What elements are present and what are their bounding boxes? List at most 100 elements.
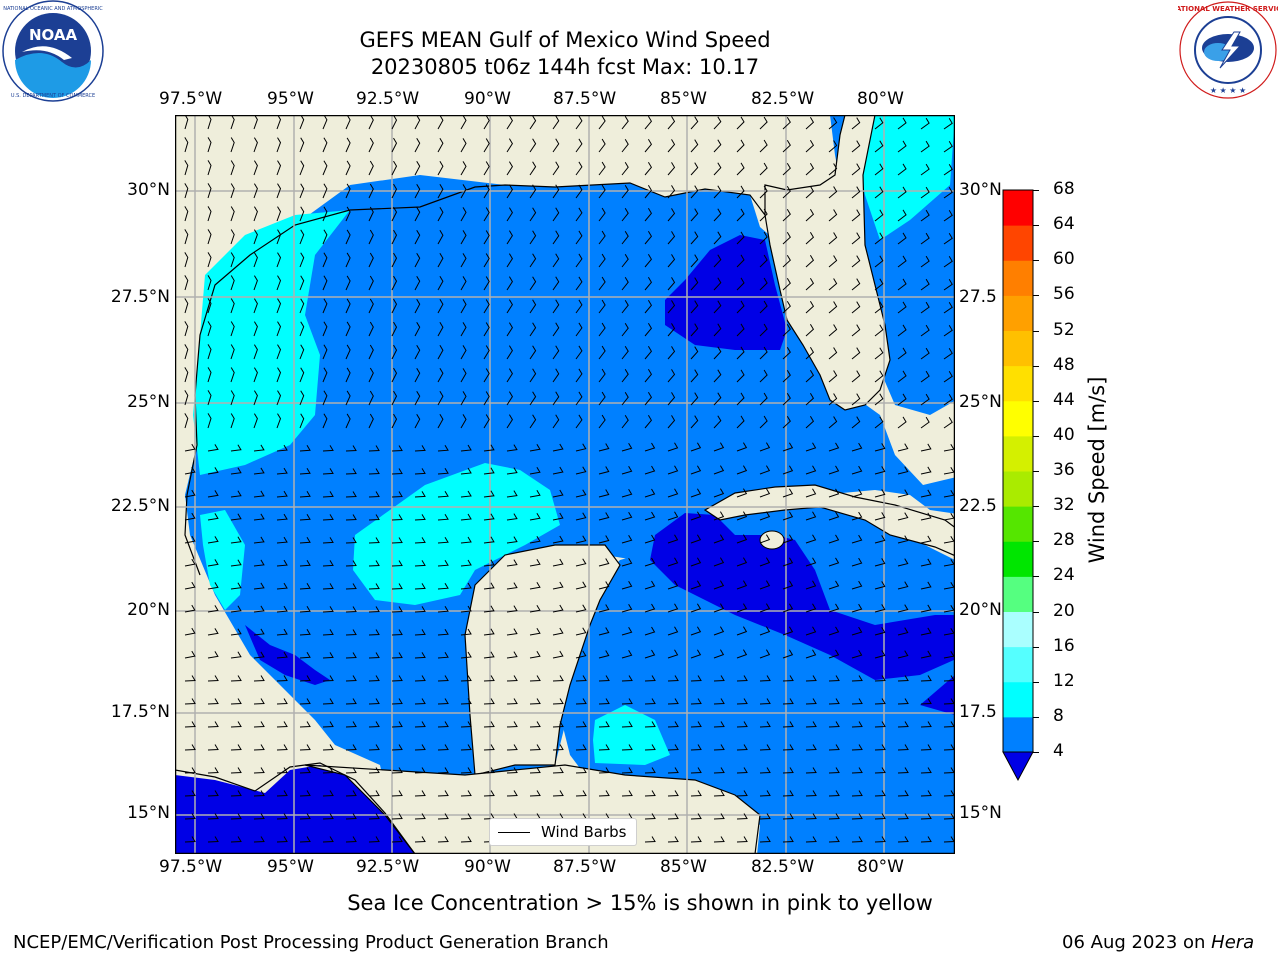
national-weather-service-logo: NATIONAL WEATHER SERVICE ★ ★ ★ ★ (1178, 1, 1278, 99)
colorbar-tick (1033, 646, 1039, 648)
wind-barb (230, 298, 235, 314)
wind-barb (414, 160, 421, 176)
wind-barb (736, 698, 748, 705)
wind-barb (253, 605, 265, 613)
wind-barb (690, 534, 702, 544)
wind-barb (667, 813, 679, 820)
wind-barb (943, 210, 953, 222)
wind-barb (598, 115, 606, 130)
wind-barb (276, 559, 288, 567)
wind-barb (230, 390, 235, 406)
wind-barb (575, 721, 587, 728)
wind-barb (253, 160, 258, 176)
wind-barb (460, 536, 472, 544)
wind-barb (253, 813, 265, 820)
wind-barb (805, 721, 817, 728)
colorbar-tick (1033, 330, 1039, 332)
wind-barb (782, 603, 794, 613)
wind-barb (575, 115, 583, 130)
wind-barb (805, 370, 815, 383)
wind-barb (828, 790, 840, 797)
wind-barb (299, 445, 311, 452)
wind-barb (805, 324, 815, 337)
wind-barb (207, 467, 219, 475)
wind-barb (782, 254, 791, 268)
wind-barb (736, 626, 748, 636)
wind-barb (851, 347, 861, 360)
wind-barb (414, 413, 421, 429)
colorbar-segment (1003, 435, 1033, 472)
wind-barb (667, 836, 679, 843)
wind-barb (805, 232, 815, 245)
wind-barb (506, 744, 518, 751)
wind-barb (529, 230, 537, 245)
colorbar-tick-label: 32 (1053, 495, 1075, 516)
colorbar-tick-label: 24 (1053, 565, 1075, 586)
wind-barb (437, 230, 444, 245)
wind-barb (506, 559, 518, 567)
wind-barb (874, 163, 884, 176)
wind-under-4-pacific (175, 765, 415, 854)
wind-barb (920, 535, 932, 544)
wind-barb (529, 138, 537, 153)
wind-barb (575, 230, 583, 245)
gulf-coastline (184, 182, 766, 576)
wind-barb (736, 675, 748, 682)
wind-barb (782, 208, 791, 222)
colorbar-segment (1003, 400, 1033, 437)
wind-barb (851, 836, 863, 843)
wind-barb (184, 675, 196, 682)
wind-barb (460, 299, 467, 314)
wind-barb (345, 606, 357, 613)
wind-barb (575, 276, 583, 291)
wind-barb (897, 836, 909, 843)
wind-barb (184, 813, 196, 820)
wind-barb (897, 324, 907, 337)
wind-barb (207, 183, 212, 199)
wind-barb (759, 442, 771, 452)
wind-barb (276, 444, 288, 452)
wind-barb (920, 721, 932, 728)
wind-barb (736, 208, 745, 222)
wind-barb (368, 206, 374, 222)
wind-barb (874, 721, 886, 728)
wind-barb (368, 445, 380, 452)
wind-barb (506, 721, 518, 728)
wind-barb (575, 744, 587, 751)
wind-barb (460, 467, 472, 475)
wind-barb (460, 115, 467, 130)
wind-barb (805, 163, 815, 176)
wind-barb (736, 744, 748, 751)
wind-barb (644, 392, 653, 406)
lon-tick-bottom: 90°W (464, 857, 511, 877)
wind-barb (828, 163, 838, 176)
wind-barb (368, 183, 374, 199)
wind-barb (230, 252, 235, 268)
wind-barb (920, 604, 932, 613)
wind-barb (552, 230, 560, 245)
wind-barb (805, 675, 817, 682)
wind-barb (299, 790, 311, 797)
wind-barb (552, 184, 560, 199)
wind-barb (230, 275, 235, 291)
wind-barb (299, 629, 311, 636)
wind-barb (828, 301, 838, 314)
wind-barb (253, 698, 265, 705)
wind-barb (483, 138, 490, 153)
wind-barb (483, 444, 495, 452)
wind-barb (690, 323, 699, 337)
wind-barb (667, 767, 679, 774)
wind-barb (483, 559, 495, 567)
wind-barb (575, 414, 583, 429)
lat-tick-left: 17.5°N (110, 702, 170, 722)
wind-barb (690, 813, 702, 820)
wind-barb (621, 230, 629, 245)
wind-barb (828, 232, 838, 245)
wind-barb (598, 627, 610, 636)
wind-barb (299, 698, 311, 705)
wind-under-4-caribbean (650, 513, 955, 680)
wind-barb (690, 790, 702, 797)
wind-barb (414, 491, 426, 498)
wind-barb (276, 367, 282, 383)
wind-barb (368, 629, 380, 636)
